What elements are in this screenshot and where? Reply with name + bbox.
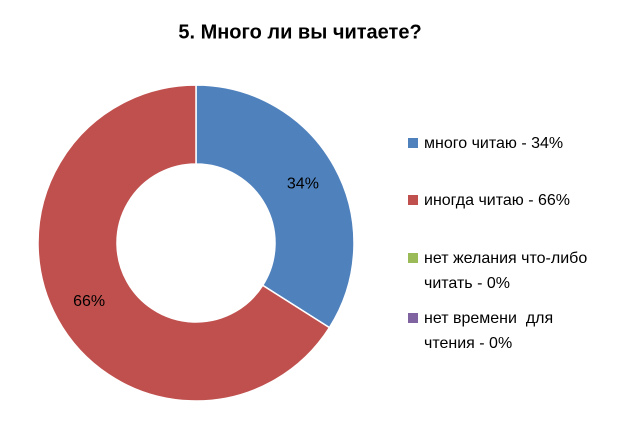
legend-label: иногда читаю - 66% — [424, 192, 571, 209]
chart-title: 5. Много ли вы читаете? — [178, 21, 421, 43]
data-label: 34% — [287, 175, 319, 192]
slice — [195, 84, 355, 329]
legend-label: много читаю - 34% — [424, 135, 564, 152]
legend-label: нет желания что-либо читать - 0% — [424, 250, 592, 292]
data-label: 66% — [73, 293, 105, 310]
legend-swatch — [408, 253, 418, 263]
legend-swatch — [408, 138, 418, 148]
legend-swatch — [408, 313, 418, 323]
legend-swatch — [408, 195, 418, 205]
legend-label: нет времени для чтения - 0% — [424, 310, 558, 352]
slice — [37, 84, 331, 402]
